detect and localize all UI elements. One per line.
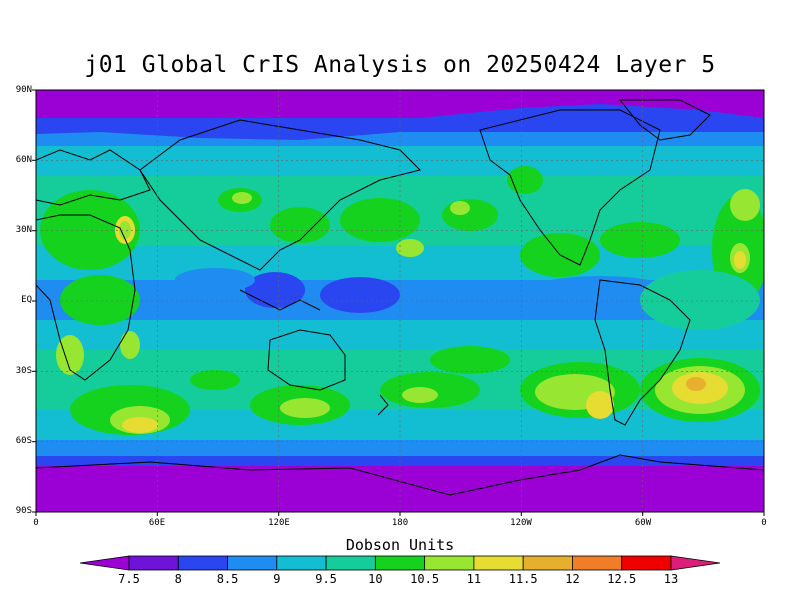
graticule — [36, 90, 764, 512]
colorbar — [79, 555, 721, 571]
colorbar-swatch — [572, 555, 623, 571]
lat-label-60s: 60S — [15, 436, 32, 446]
lon-label-0-right: 0 — [761, 518, 767, 528]
lon-label-60w: 60W — [634, 518, 652, 528]
lat-label-90s: 90S — [15, 506, 32, 516]
colorbar-tick-label: 10 — [368, 572, 383, 586]
lon-label-60e: 60E — [148, 518, 166, 528]
colorbar-tick-label: 12.5 — [607, 572, 637, 586]
colorbar-tick-label: 11 — [466, 572, 482, 586]
colorbar-tick-label: 8 — [174, 572, 182, 586]
colorbar-tick-label: 10.5 — [410, 572, 440, 586]
colorbar-tick-label: 9.5 — [315, 572, 337, 586]
lat-label-90n: 90N — [15, 85, 32, 95]
colorbar-swatch — [128, 555, 179, 571]
colorbar-tick-label: 12 — [565, 572, 580, 586]
coastlines — [36, 99, 764, 496]
colorbar-swatch — [522, 555, 573, 571]
colorbar-tick-label: 7.5 — [118, 572, 140, 586]
colorbar-swatch — [227, 555, 278, 571]
chart-title: j01 Global CrIS Analysis on 20250424 Lay… — [84, 52, 716, 78]
colorbar-tick-label: 9 — [273, 572, 281, 586]
lat-label-60n: 60N — [15, 155, 32, 165]
lon-label-120w: 120W — [510, 518, 532, 528]
lat-label-30n: 30N — [15, 225, 32, 235]
colorbar-swatch — [621, 555, 672, 571]
colorbar-tick-label: 13 — [663, 572, 679, 586]
lon-label-120e: 120E — [268, 518, 290, 528]
colorbar-swatch — [473, 555, 524, 571]
lon-label-180: 180 — [391, 518, 409, 528]
colorbar-swatch — [374, 555, 426, 571]
lat-label-30s: 30S — [15, 366, 32, 376]
colorbar-arrow-high — [670, 555, 721, 571]
lat-label-eq: EQ — [21, 295, 32, 305]
colorbar-tick-label: 8.5 — [216, 572, 239, 586]
colorbar-swatch — [276, 555, 327, 571]
colorbar-title: Dobson Units — [345, 536, 455, 554]
colorbar-swatch — [325, 555, 376, 571]
lon-label-0: 0 — [33, 518, 39, 528]
colorbar-arrow-low — [79, 555, 130, 571]
axis-ticks — [32, 89, 765, 516]
colorbar-swatch — [424, 555, 475, 571]
colorbar-swatch — [177, 555, 228, 571]
colorbar-tick-label: 11.5 — [508, 572, 538, 586]
